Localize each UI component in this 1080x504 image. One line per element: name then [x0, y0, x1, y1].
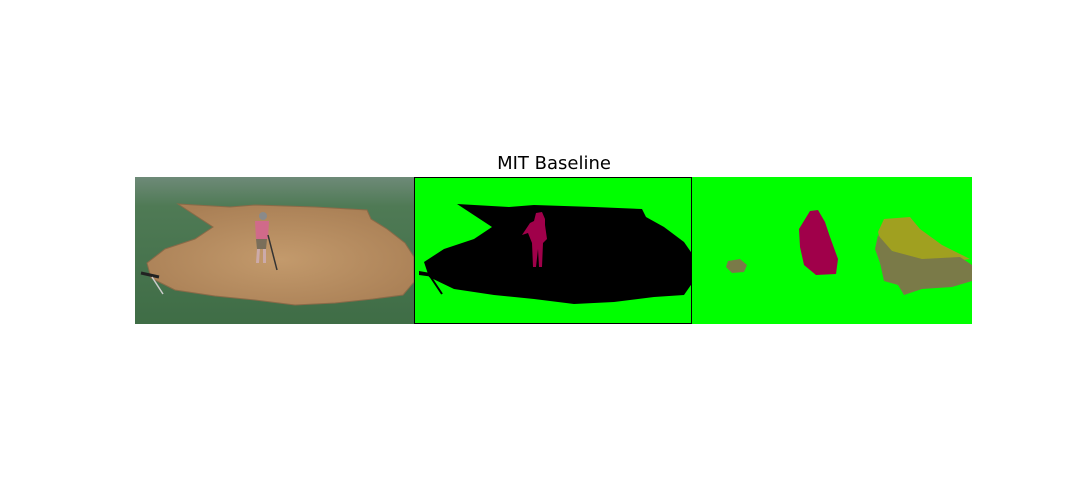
person-prediction — [799, 210, 838, 275]
rake-segment — [419, 271, 436, 277]
panel-border — [414, 177, 692, 324]
person-segment — [522, 212, 547, 267]
rake-handle-segment — [429, 275, 443, 295]
prediction-panel — [692, 177, 972, 324]
sand-bunker — [146, 203, 415, 306]
ground-truth-panel — [414, 177, 693, 324]
rake-handle — [151, 276, 164, 295]
olive-region — [875, 235, 972, 295]
photo-panel — [135, 177, 415, 324]
rake — [140, 271, 160, 279]
person — [255, 212, 278, 271]
figure-title: MIT Baseline — [497, 153, 611, 174]
sand-segment — [424, 204, 693, 304]
yellow-region — [878, 217, 970, 263]
small-blob — [726, 259, 747, 273]
